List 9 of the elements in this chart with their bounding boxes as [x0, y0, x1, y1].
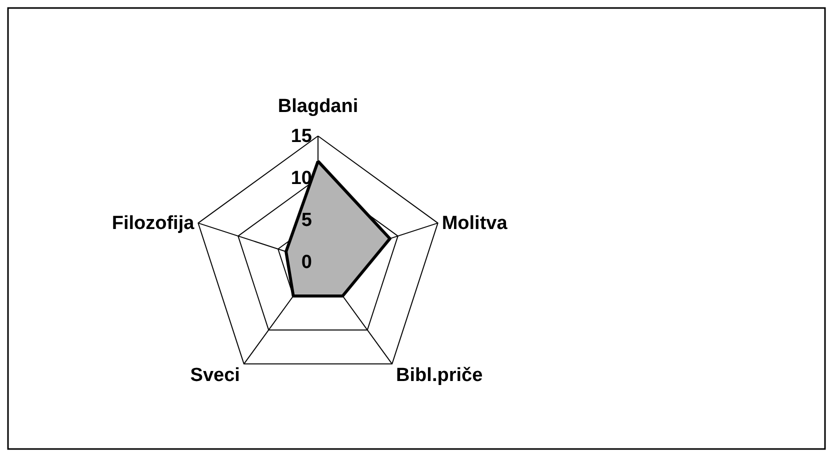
- spoke-label: Filozofija: [112, 213, 195, 234]
- spoke-label: Bibl.priče: [396, 364, 483, 386]
- y-tick-label: 10: [290, 168, 312, 189]
- spoke-label: Blagdani: [278, 96, 358, 117]
- y-tick-label: 15: [290, 126, 312, 147]
- spoke-label: Sveci: [190, 364, 240, 386]
- y-tick-label: 5: [301, 210, 312, 231]
- y-tick-label: 0: [301, 252, 312, 273]
- spoke-label: Molitva: [442, 213, 508, 234]
